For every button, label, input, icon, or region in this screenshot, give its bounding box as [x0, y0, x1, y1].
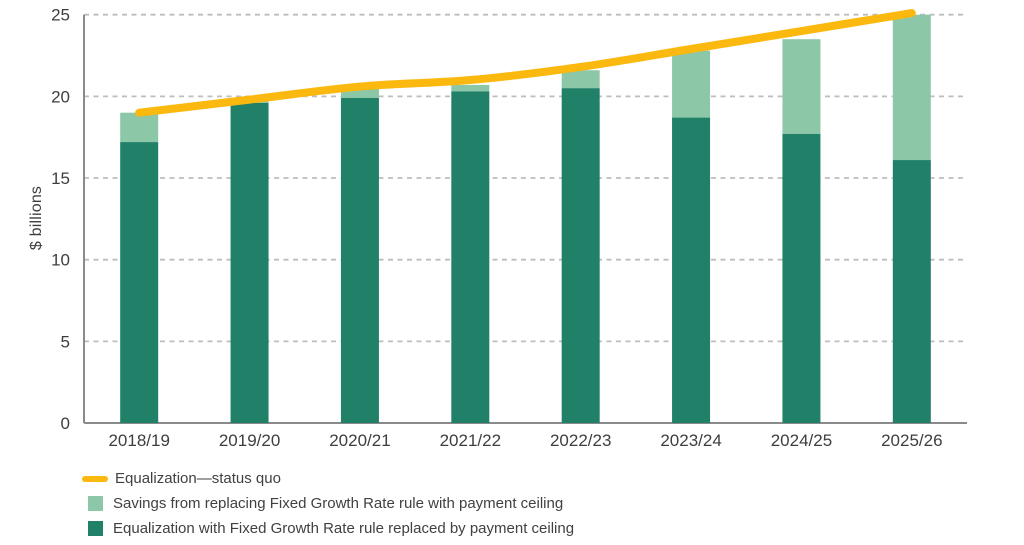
x-tick-label: 2025/26	[881, 431, 942, 450]
bar-segment-savings	[672, 50, 711, 118]
bar-segment-savings	[892, 14, 931, 161]
bar-segment-ceiling	[451, 91, 490, 424]
bar-segment-savings	[782, 39, 821, 134]
status-quo-line	[135, 9, 916, 117]
bar-segment-ceiling	[340, 97, 379, 424]
x-tick-label: 2020/21	[329, 431, 390, 450]
legend-label-savings: Savings from replacing Fixed Growth Rate…	[113, 495, 564, 512]
bar-segment-ceiling	[782, 133, 821, 424]
y-tick-label-25: 25	[51, 6, 70, 25]
y-axis-title: $ billions	[28, 185, 45, 251]
bar-segment-savings	[120, 112, 159, 143]
y-tick-label-20: 20	[51, 87, 70, 106]
x-tick-label: 2019/20	[219, 431, 280, 450]
legend-label-ceiling: Equalization with Fixed Growth Rate rule…	[113, 520, 575, 537]
legend-item-savings: Savings from replacing Fixed Growth Rate…	[82, 491, 574, 516]
bar-segment-savings	[561, 70, 600, 89]
ceiling-swatch	[88, 521, 103, 536]
chart-legend: Equalization—status quo Savings from rep…	[82, 466, 574, 541]
x-tick-label: 2022/23	[550, 431, 611, 450]
status-quo-line-swatch	[82, 475, 108, 482]
savings-swatch	[88, 496, 103, 511]
bar-segment-ceiling	[230, 102, 269, 424]
legend-item-ceiling: Equalization with Fixed Growth Rate rule…	[82, 516, 574, 541]
x-tick-label: 2024/25	[771, 431, 832, 450]
bar-segment-ceiling	[892, 160, 931, 423]
x-tick-label: 2018/19	[108, 431, 169, 450]
legend-item-status-quo: Equalization—status quo	[82, 466, 574, 491]
x-tick-label: 2021/22	[440, 431, 501, 450]
legend-label-status-quo: Equalization—status quo	[115, 470, 281, 487]
bar-segment-ceiling	[561, 88, 600, 423]
bar-segment-ceiling	[672, 117, 711, 423]
y-tick-label-5: 5	[61, 332, 70, 351]
y-tick-label-15: 15	[51, 169, 70, 188]
x-tick-label: 2023/24	[660, 431, 721, 450]
bar-segment-savings	[451, 84, 490, 92]
bar-segment-savings	[340, 88, 379, 98]
y-tick-label-0: 0	[61, 414, 70, 433]
y-tick-label-10: 10	[51, 251, 70, 270]
bar-segment-ceiling	[120, 142, 159, 423]
